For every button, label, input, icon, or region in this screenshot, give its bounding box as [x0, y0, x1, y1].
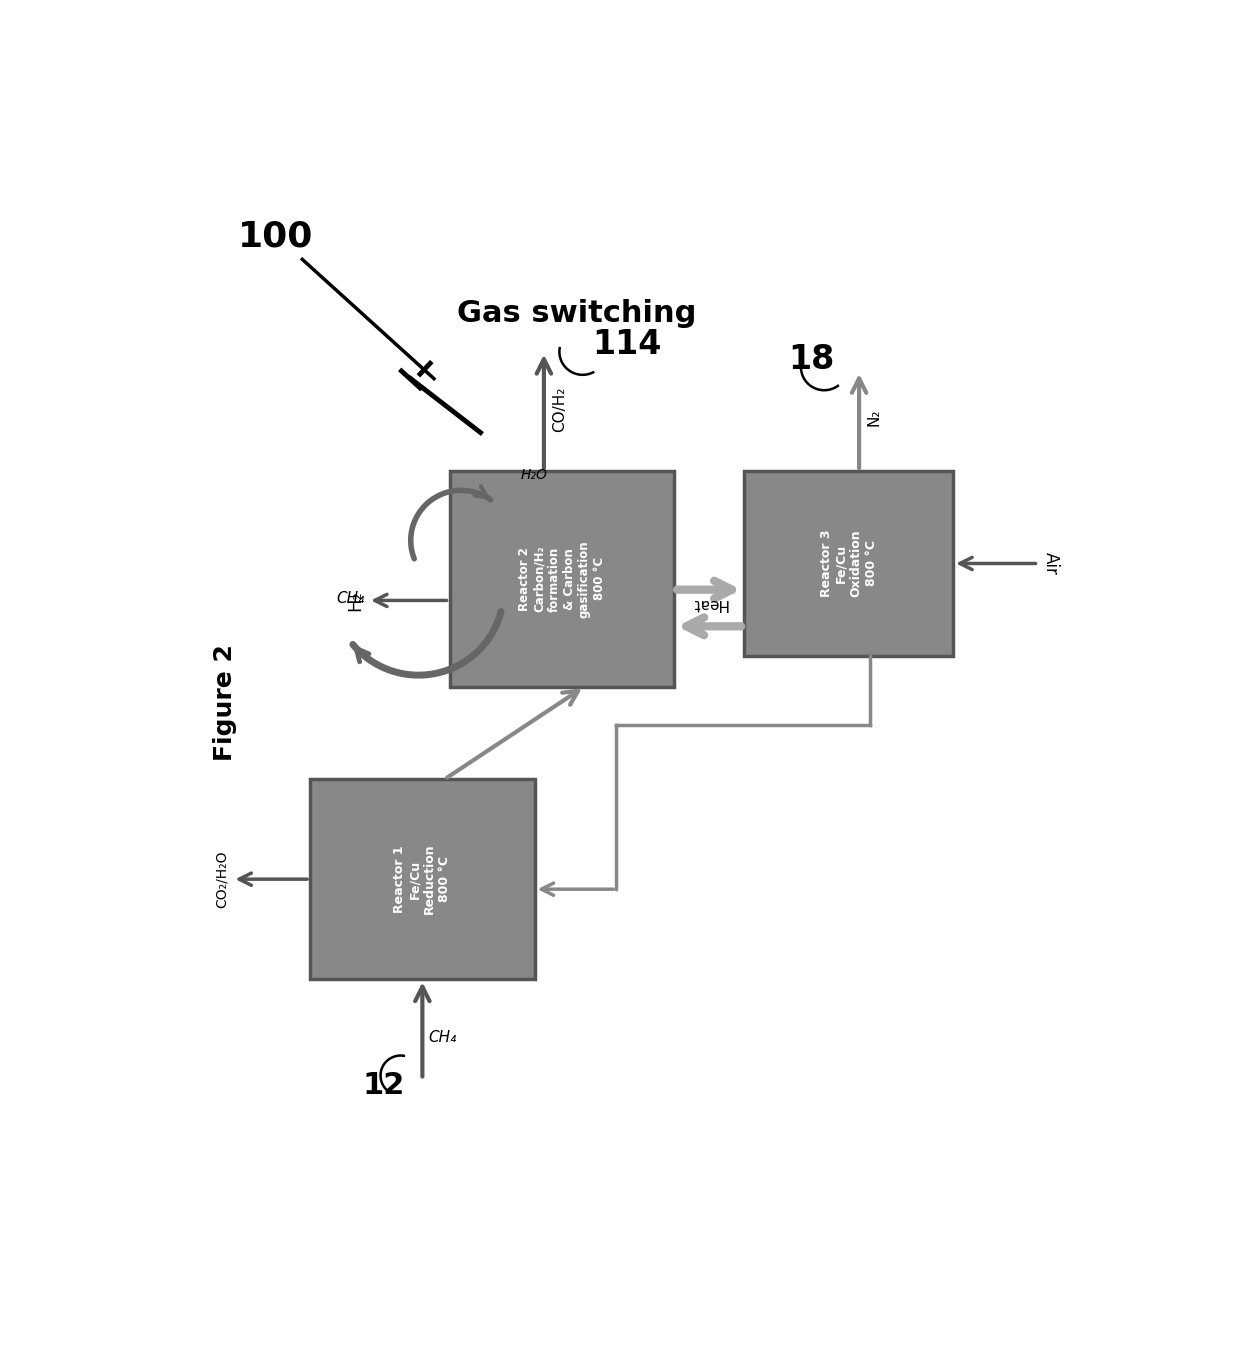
- Text: Heat: Heat: [691, 595, 728, 612]
- Bar: [744, 472, 954, 656]
- Text: 100: 100: [237, 219, 312, 253]
- Text: Air: Air: [1043, 552, 1060, 575]
- Text: Gas switching: Gas switching: [458, 299, 697, 328]
- Text: Reactor 3
Fe/Cu
Oxidation
800 °C: Reactor 3 Fe/Cu Oxidation 800 °C: [820, 530, 878, 598]
- Bar: [310, 779, 534, 980]
- Text: N₂: N₂: [867, 409, 882, 425]
- Text: Figure 2: Figure 2: [213, 644, 237, 761]
- Text: Reactor 1
Fe/Cu
Reduction
800 °C: Reactor 1 Fe/Cu Reduction 800 °C: [393, 844, 451, 915]
- Text: 12: 12: [362, 1071, 404, 1099]
- Bar: [449, 472, 675, 686]
- Text: CO/H₂: CO/H₂: [552, 387, 567, 432]
- Text: CH₄: CH₄: [429, 1030, 456, 1045]
- Text: H₂O: H₂O: [521, 467, 548, 482]
- Text: CH₄: CH₄: [336, 591, 365, 606]
- Text: 114: 114: [591, 328, 661, 360]
- Text: CO₂/H₂O: CO₂/H₂O: [215, 851, 228, 908]
- Text: H₂: H₂: [346, 590, 365, 610]
- Text: Reactor 2
Carbon/H₂
formation
& Carbon
gasification
800 °C: Reactor 2 Carbon/H₂ formation & Carbon g…: [518, 540, 606, 618]
- Text: 18: 18: [787, 342, 835, 376]
